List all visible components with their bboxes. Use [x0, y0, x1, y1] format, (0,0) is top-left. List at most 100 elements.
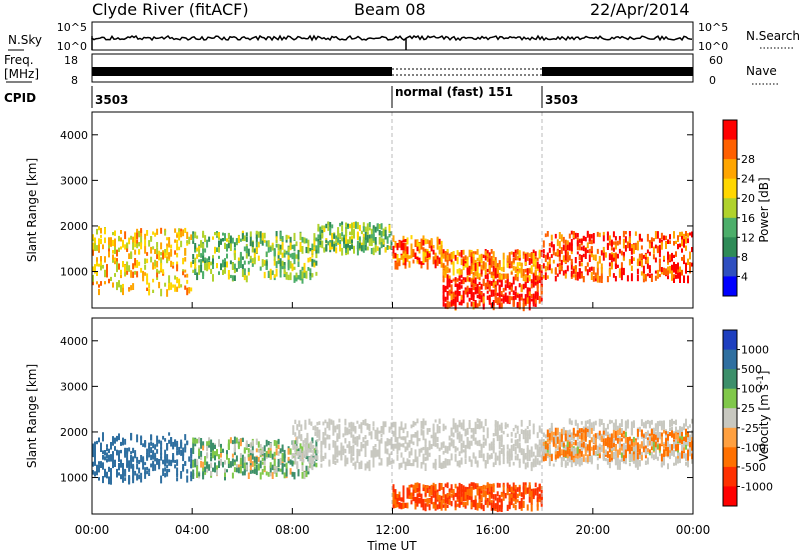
heatmap-cell — [446, 497, 449, 502]
heatmap-cell — [231, 472, 234, 479]
heatmap-cell — [616, 457, 619, 464]
heatmap-cell — [642, 446, 645, 453]
heatmap-cell — [516, 443, 519, 449]
heatmap-cell — [522, 255, 525, 259]
heatmap-cell — [406, 458, 409, 467]
heatmap-cell — [424, 445, 427, 453]
heatmap-cell — [590, 457, 593, 465]
heatmap-cell — [394, 435, 397, 443]
heatmap-cell — [356, 456, 359, 463]
heatmap-cell — [532, 262, 535, 267]
heatmap-cell — [598, 449, 601, 454]
heatmap-cell — [442, 249, 445, 257]
heatmap-cell — [530, 258, 533, 264]
heatmap-cell — [434, 490, 437, 498]
heatmap-cell — [450, 487, 453, 494]
heatmap-cell — [564, 250, 567, 258]
heatmap-cell — [184, 274, 187, 278]
heatmap-cell — [510, 497, 513, 506]
heatmap-cell — [402, 260, 405, 266]
heatmap-cell — [524, 482, 527, 486]
heatmap-cell — [259, 453, 262, 458]
heatmap-cell — [402, 235, 405, 240]
heatmap-cell — [616, 425, 619, 431]
heatmap-cell — [671, 264, 673, 271]
heatmap-cell — [482, 489, 485, 496]
cpid-segment-2: normal (fast) 151 — [395, 85, 513, 99]
heatmap-cell — [584, 457, 587, 463]
heatmap-cell — [524, 253, 527, 259]
heatmap-cell — [460, 443, 463, 451]
heatmap-cell — [454, 290, 457, 295]
heatmap-cell — [526, 445, 529, 449]
heatmap-cell — [602, 445, 605, 453]
heatmap-cell — [257, 255, 260, 261]
heatmap-cell — [316, 434, 319, 438]
heatmap-cell — [456, 424, 459, 433]
heatmap-cell — [677, 452, 679, 456]
heatmap-cell — [606, 242, 609, 249]
heatmap-cell — [180, 449, 183, 456]
heatmap-cell — [588, 453, 591, 460]
heatmap-cell — [466, 499, 469, 506]
heatmap-cell — [510, 444, 513, 451]
heatmap-cell — [249, 442, 252, 448]
heatmap-cell — [104, 472, 106, 478]
heatmap-cell — [572, 433, 575, 439]
heatmap-cell — [261, 238, 264, 246]
heatmap-cell — [564, 462, 567, 466]
heatmap-cell — [434, 504, 437, 510]
heatmap-cell — [442, 275, 445, 282]
heatmap-cell — [233, 441, 236, 449]
heatmap-cell — [297, 261, 300, 267]
heatmap-cell — [608, 235, 611, 241]
colorbar-tick-label: 100 — [741, 383, 762, 396]
heatmap-cell — [275, 268, 278, 277]
heatmap-cell — [532, 249, 535, 254]
heatmap-cell — [488, 483, 491, 491]
heatmap-cell — [243, 466, 246, 473]
heatmap-cell — [594, 451, 597, 457]
heatmap-cell — [510, 488, 513, 493]
heatmap-cell — [648, 435, 651, 441]
heatmap-cell — [434, 436, 437, 443]
heatmap-cell — [679, 426, 681, 434]
heatmap-cell — [294, 432, 297, 437]
heatmap-cell — [362, 236, 365, 242]
heatmap-cell — [263, 239, 266, 243]
heatmap-cell — [622, 267, 625, 276]
heatmap-cell — [648, 438, 651, 446]
heatmap-cell — [528, 275, 531, 282]
heatmap-cell — [626, 422, 629, 429]
heatmap-cell — [114, 273, 116, 277]
heatmap-cell — [231, 440, 234, 445]
heatmap-cell — [374, 226, 377, 233]
heatmap-cell — [598, 423, 601, 427]
heatmap-cell — [560, 234, 563, 242]
heatmap-cell — [456, 447, 459, 451]
heatmap-cell — [478, 500, 481, 508]
freq-tick-high: 18 — [64, 54, 78, 67]
heatmap-cell — [249, 242, 252, 247]
heatmap-cell — [572, 274, 575, 278]
heatmap-cell — [687, 449, 689, 454]
heatmap-cell — [638, 234, 641, 240]
heatmap-cell — [580, 432, 583, 440]
heatmap-cell — [552, 248, 555, 256]
heatmap-cell — [320, 450, 323, 458]
heatmap-cell — [192, 464, 195, 468]
heatmap-cell — [492, 278, 495, 285]
heatmap-cell — [263, 460, 266, 466]
heatmap-cell — [486, 295, 489, 300]
heatmap-cell — [566, 454, 569, 459]
heatmap-cell — [416, 434, 419, 442]
heatmap-cell — [536, 496, 539, 502]
heatmap-cell — [255, 241, 258, 249]
heatmap-cell — [436, 237, 439, 246]
heatmap-cell — [500, 291, 503, 295]
heatmap-cell — [530, 463, 533, 472]
heatmap-cell — [544, 434, 547, 439]
heatmap-cell — [316, 421, 319, 426]
heatmap-cell — [482, 453, 485, 462]
heatmap-cell — [586, 249, 589, 253]
